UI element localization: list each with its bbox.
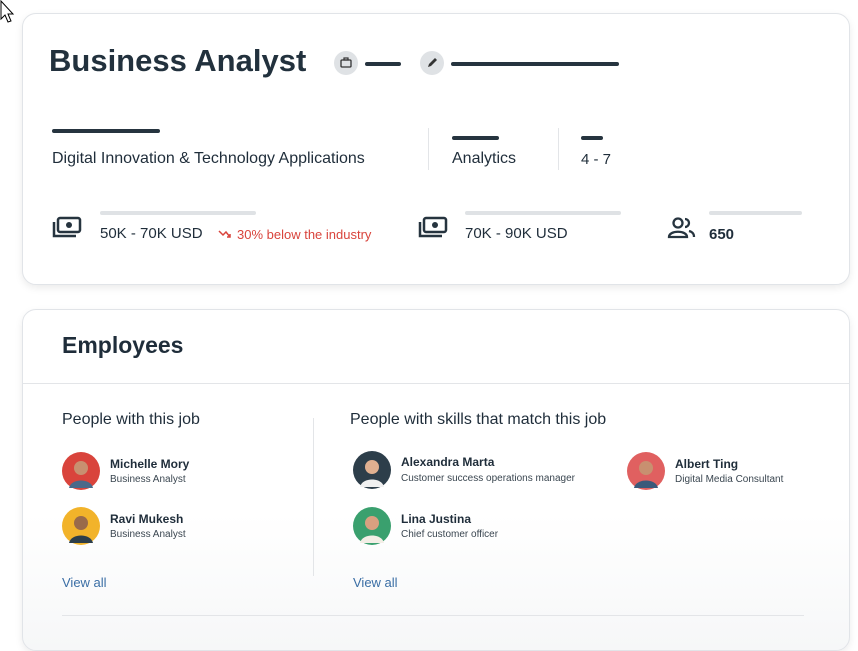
person-role: Business Analyst (110, 474, 186, 485)
department: Digital Innovation & Technology Applicat… (52, 150, 365, 167)
person-role: Business Analyst (110, 529, 186, 540)
briefcase-icon[interactable] (334, 51, 358, 75)
divider (23, 383, 849, 384)
placeholder (52, 129, 160, 133)
person-role: Chief customer officer (401, 529, 499, 540)
job-card: Business Analyst Digital Innovation & Te… (22, 13, 850, 285)
section-title: Employees (62, 332, 184, 358)
trend-down-icon (218, 230, 231, 238)
people-icon (667, 217, 696, 239)
view-all-link[interactable]: View all (353, 575, 398, 590)
heading: People with this job (62, 411, 200, 428)
person-role: Customer success operations manager (401, 473, 575, 484)
view-all-link[interactable]: View all (62, 575, 107, 590)
avatar (353, 507, 391, 545)
divider (62, 615, 804, 616)
avatar (62, 452, 100, 490)
divider (428, 128, 429, 170)
placeholder (452, 136, 499, 140)
person-role: Digital Media Consultant (675, 474, 784, 485)
avatar (62, 507, 100, 545)
function: Analytics (452, 150, 517, 167)
person-name: Albert Ting (675, 457, 739, 471)
level: 4 - 7 (581, 151, 612, 168)
placeholder (709, 211, 802, 215)
cursor (0, 0, 15, 23)
placeholder (365, 62, 401, 66)
avatar (353, 451, 391, 489)
placeholder (451, 62, 619, 66)
job-title: Business Analyst (49, 43, 307, 78)
headcount: 650 (709, 226, 735, 243)
placeholder (581, 136, 603, 140)
industry-salary: 70K - 90K USD (465, 225, 568, 242)
person-name: Ravi Mukesh (110, 512, 184, 526)
person-name: Alexandra Marta (401, 455, 495, 469)
edit-icon[interactable] (420, 51, 444, 75)
divider (558, 128, 559, 170)
money-icon (418, 216, 448, 238)
avatar (627, 452, 665, 490)
salary-note: 30% below the industry (237, 227, 372, 242)
employees-card: Employees People with this job People wi… (22, 309, 850, 651)
placeholder (100, 211, 256, 215)
placeholder (465, 211, 621, 215)
money-icon (52, 216, 82, 238)
heading: People with skills that match this job (350, 411, 607, 428)
person-name: Lina Justina (401, 512, 472, 526)
divider (313, 418, 314, 576)
salary: 50K - 70K USD (100, 225, 203, 242)
person-name: Michelle Mory (110, 457, 190, 471)
